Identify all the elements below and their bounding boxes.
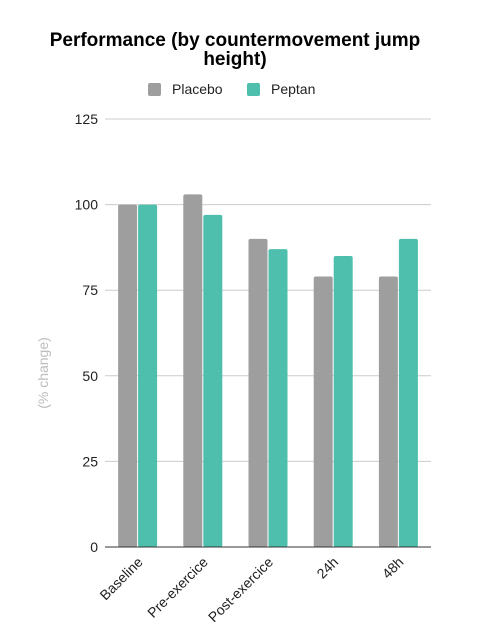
legend-item-placebo: Placebo (148, 81, 223, 97)
bar-peptan-baseline (138, 204, 158, 547)
y-tick-label: 25 (82, 453, 98, 469)
y-tick-label: 0 (90, 539, 98, 555)
y-tick-labels: 0 25 50 75 100 125 (75, 111, 99, 555)
bar-placebo-baseline (118, 204, 138, 547)
legend-swatch-placebo (148, 82, 161, 96)
y-tick-label: 125 (75, 111, 99, 127)
y-tick-label: 75 (82, 282, 98, 298)
y-axis-label: (% change) (35, 337, 51, 409)
x-tick-label: 48h (379, 554, 407, 582)
bar-placebo-24h (313, 276, 333, 547)
x-tick-label: Pre-exercice (144, 554, 211, 621)
chart-title: Performance (by countermovement jump hei… (49, 30, 421, 70)
x-tick-label: 24h (313, 554, 341, 582)
legend-label-peptan: Peptan (271, 81, 316, 97)
bar-peptan-pre-exercice (203, 214, 223, 547)
legend-label-placebo: Placebo (172, 81, 223, 97)
bar-placebo-48h (378, 276, 398, 547)
legend-swatch-peptan (247, 82, 260, 96)
bar-peptan-post-exercice (268, 249, 288, 547)
grid-lines (105, 118, 431, 462)
bar-placebo-post-exercice (248, 238, 268, 547)
x-tick-label: Post-exercice (205, 554, 276, 625)
y-tick-label: 50 (82, 368, 98, 384)
bar-peptan-48h (398, 238, 418, 547)
legend-item-peptan: Peptan (247, 81, 315, 97)
bar-peptan-24h (333, 255, 353, 547)
legend: Placebo Peptan (0, 81, 501, 99)
x-tick-label: Baseline (96, 554, 145, 603)
bar-placebo-pre-exercice (183, 194, 203, 547)
y-tick-label: 100 (75, 197, 99, 213)
bars (118, 194, 418, 547)
